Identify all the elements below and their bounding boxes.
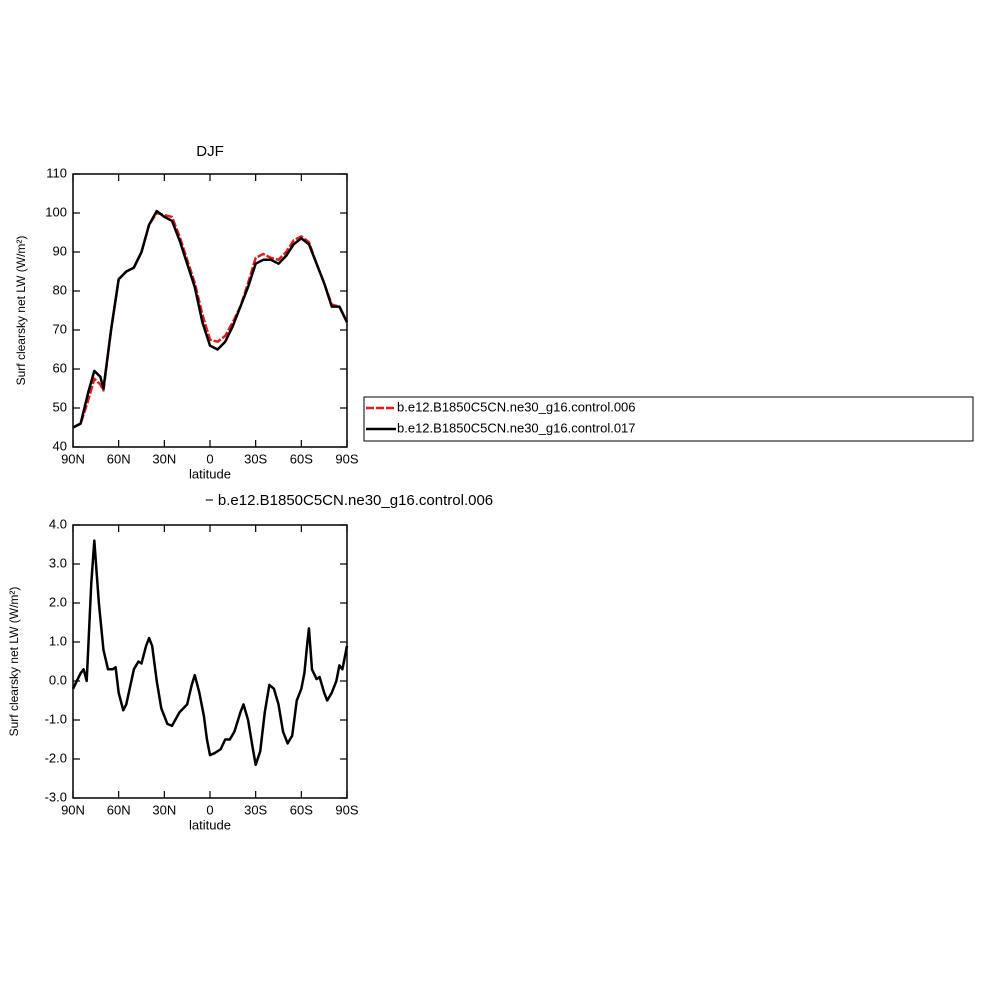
y-tick-label: -2.0	[45, 750, 67, 765]
x-tick-label: 30S	[244, 802, 267, 817]
y-tick-label: 40	[53, 438, 67, 453]
x-tick-label: 30N	[152, 802, 176, 817]
y-tick-label: 50	[53, 399, 67, 414]
x-tick-label: 30N	[152, 451, 176, 466]
y-tick-label: 70	[53, 321, 67, 336]
x-tick-label: 60N	[107, 451, 131, 466]
y-tick-label: 60	[53, 360, 67, 375]
y-tick-label: 100	[45, 204, 67, 219]
y-tick-label: 110	[46, 165, 67, 180]
x-tick-label: 60S	[290, 451, 313, 466]
chart-title: − b.e12.B1850C5CN.ne30_g16.control.006	[205, 492, 493, 509]
y-tick-label: 4.0	[49, 516, 67, 531]
x-tick-label: 90N	[61, 451, 85, 466]
legend-label: b.e12.B1850C5CN.ne30_g16.control.017	[397, 420, 636, 435]
x-tick-label: 60S	[290, 802, 313, 817]
y-tick-label: 90	[53, 243, 67, 258]
x-axis-label: latitude	[189, 817, 231, 832]
x-tick-label: 0	[206, 451, 213, 466]
data-line	[72, 209, 349, 429]
legend-box	[363, 396, 974, 442]
y-tick-label: -3.0	[45, 789, 67, 804]
y-tick-label: 3.0	[49, 555, 67, 570]
x-tick-label: 60N	[107, 802, 131, 817]
chart-title: DJF	[196, 143, 224, 160]
x-tick-label: 90S	[335, 802, 358, 817]
y-axis-label: Surf clearsky net LW (W/m²)	[14, 236, 28, 386]
y-tick-label: -1.0	[45, 711, 67, 726]
data-line	[72, 211, 349, 429]
x-tick-label: 90S	[335, 451, 358, 466]
legend-label: b.e12.B1850C5CN.ne30_g16.control.006	[397, 399, 636, 414]
x-tick-label: 30S	[244, 451, 267, 466]
y-tick-label: 80	[53, 282, 67, 297]
y-tick-label: 0.0	[49, 672, 67, 687]
y-tick-label: 1.0	[49, 633, 67, 648]
x-axis-label: latitude	[189, 466, 231, 481]
data-line	[71, 539, 349, 767]
y-tick-label: 2.0	[49, 594, 67, 609]
x-tick-label: 0	[206, 802, 213, 817]
x-tick-label: 90N	[61, 802, 85, 817]
y-axis-label: Surf clearsky net LW (W/m²)	[7, 587, 21, 737]
